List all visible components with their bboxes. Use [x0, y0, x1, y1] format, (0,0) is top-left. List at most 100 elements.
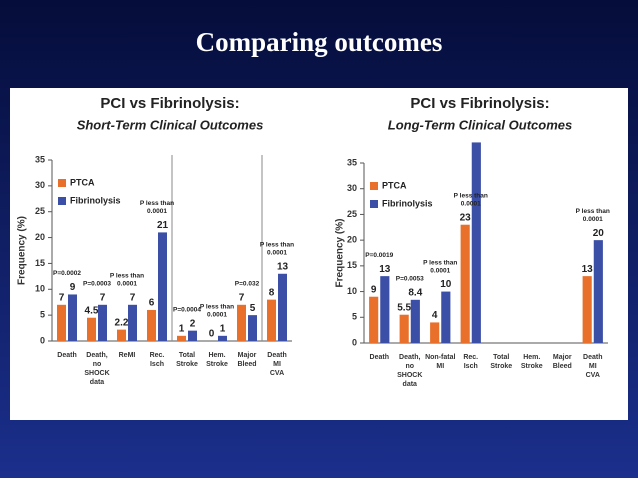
y-tick-label: 15	[347, 260, 357, 270]
x-tick-label: Stroke	[206, 361, 228, 368]
bar	[380, 276, 390, 343]
y-tick-label: 20	[35, 232, 45, 242]
annotation: P less than	[423, 259, 457, 266]
value-label: 6	[149, 298, 155, 309]
value-label: 10	[440, 279, 452, 290]
bar	[248, 315, 257, 341]
x-tick-label: Major	[553, 354, 572, 361]
x-tick-label: Hem.	[523, 354, 540, 361]
y-tick-label: 20	[347, 235, 357, 245]
chart-title: PCI vs Fibrinolysis:	[410, 95, 549, 112]
legend-swatch	[58, 197, 66, 205]
x-tick-label: SHOCK	[84, 370, 109, 377]
value-label: 2	[190, 318, 196, 329]
y-tick-label: 25	[35, 206, 45, 216]
value-label: 4	[432, 310, 438, 321]
x-tick-label: Major	[238, 352, 257, 359]
value-label: 7	[100, 292, 106, 303]
bar	[188, 330, 197, 341]
annotation: P less than	[454, 192, 488, 199]
value-label: 13	[379, 264, 391, 275]
x-tick-label: Rec.	[463, 354, 478, 361]
bar	[128, 304, 137, 341]
slide-title: Comparing outcomes	[196, 27, 443, 57]
bar	[410, 299, 420, 343]
chart-subtitle: Long-Term Clinical Outcomes	[388, 117, 572, 132]
x-tick-label: Stroke	[490, 363, 512, 370]
x-tick-label: Non-fatal	[425, 354, 455, 361]
annotation: 0.0001	[117, 281, 137, 288]
y-tick-label: 35	[35, 154, 45, 164]
value-label: 1	[220, 323, 226, 334]
bar	[267, 299, 276, 341]
annotation: P=0.0004	[173, 306, 201, 313]
panel	[10, 88, 628, 420]
y-tick-label: 10	[35, 284, 45, 294]
chart-title: PCI vs Fibrinolysis:	[100, 95, 239, 112]
x-tick-label: no	[93, 361, 102, 368]
value-label: 1	[179, 323, 185, 334]
x-tick-label: Isch	[150, 361, 164, 368]
annotation: P=0.0002	[53, 270, 81, 277]
annotation: 0.0001	[267, 249, 287, 256]
legend-swatch	[58, 179, 66, 187]
x-tick-label: data	[403, 381, 418, 388]
bar	[98, 304, 107, 341]
value-label: 20	[593, 228, 605, 239]
y-tick-label: 0	[40, 335, 45, 345]
y-tick-label: 25	[347, 209, 357, 219]
y-axis-label: Frequency (%)	[17, 216, 28, 285]
value-label: 7	[59, 292, 65, 303]
legend-swatch	[370, 200, 378, 208]
y-tick-label: 0	[352, 337, 357, 347]
annotation: P=0.032	[235, 281, 260, 288]
legend-label: PTCA	[382, 180, 407, 190]
x-tick-label: Total	[179, 352, 195, 359]
value-label: 4.5	[85, 305, 99, 316]
bar	[441, 291, 451, 343]
value-label: 8	[269, 287, 275, 298]
bar	[593, 240, 603, 343]
x-tick-label: Bleed	[237, 361, 256, 368]
y-tick-label: 30	[35, 180, 45, 190]
y-tick-label: 35	[347, 157, 357, 167]
x-tick-label: Isch	[464, 363, 478, 370]
x-tick-label: ReMI	[119, 352, 136, 359]
annotation: P less than	[110, 273, 144, 280]
x-tick-label: Death,	[399, 354, 420, 361]
value-label: 7	[130, 292, 136, 303]
value-label: 23	[460, 212, 472, 223]
x-tick-label: Total	[493, 354, 509, 361]
bar	[582, 276, 592, 343]
legend-label: Fibrinolysis	[382, 198, 433, 208]
bar	[177, 335, 186, 341]
y-tick-label: 5	[40, 310, 45, 320]
x-tick-label: no	[405, 363, 414, 370]
x-tick-label: Death	[267, 352, 286, 359]
x-tick-label: MI	[436, 363, 444, 370]
x-tick-label: Stroke	[521, 363, 543, 370]
bar	[147, 309, 156, 341]
x-tick-label: data	[90, 379, 105, 386]
value-label: 0	[209, 329, 215, 340]
annotation: P less than	[576, 208, 610, 215]
bar	[369, 296, 379, 343]
bar	[158, 232, 167, 341]
value-label: 21	[157, 220, 169, 231]
y-tick-label: 10	[347, 286, 357, 296]
value-label: 5.5	[397, 302, 411, 313]
bar	[218, 335, 227, 341]
annotation: 0.0001	[207, 312, 227, 319]
value-label: 9	[371, 284, 377, 295]
annotation: P=0.0003	[83, 281, 111, 288]
value-label: 13	[277, 261, 289, 272]
bar	[117, 329, 126, 341]
y-tick-label: 30	[347, 183, 357, 193]
annotation: 0.0001	[583, 216, 603, 223]
y-axis-label: Frequency (%)	[335, 219, 346, 288]
value-label: 13	[582, 264, 594, 275]
annotation: 0.0001	[147, 208, 167, 215]
chart-subtitle: Short-Term Clinical Outcomes	[77, 117, 264, 132]
value-label: 5	[250, 303, 256, 314]
